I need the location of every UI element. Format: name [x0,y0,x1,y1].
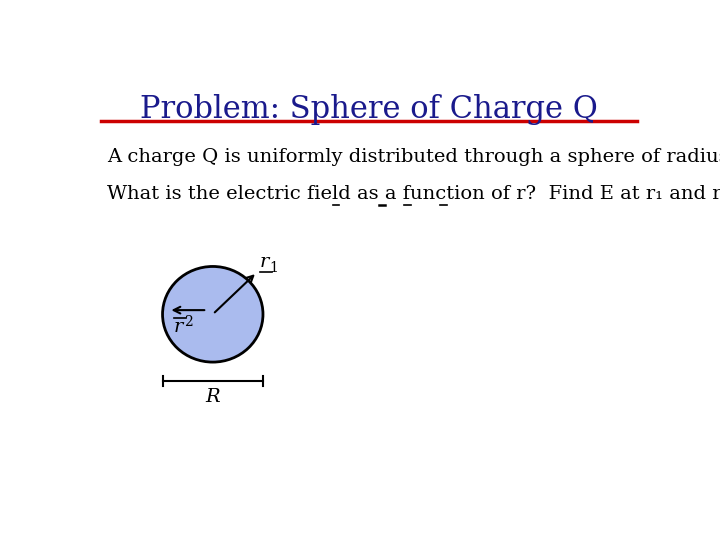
Text: What is the electric field as a function of r?  Find E at r₁ and r₂.: What is the electric field as a function… [107,185,720,204]
Text: r: r [174,319,183,336]
Text: Problem: Sphere of Charge Q: Problem: Sphere of Charge Q [140,94,598,125]
Ellipse shape [163,266,263,362]
Text: 1: 1 [270,261,279,275]
Text: A charge Q is uniformly distributed through a sphere of radius R.: A charge Q is uniformly distributed thro… [107,148,720,166]
Text: 2: 2 [184,315,192,329]
Text: r: r [260,253,269,272]
Text: R: R [205,388,220,406]
